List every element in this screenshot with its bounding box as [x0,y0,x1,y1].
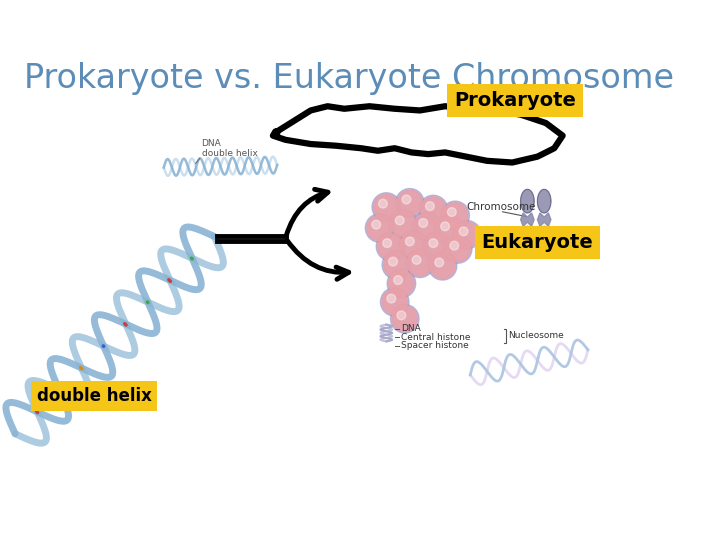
Text: Central histone: Central histone [402,333,471,342]
Circle shape [372,220,381,229]
Circle shape [367,215,392,241]
Circle shape [397,311,406,320]
Circle shape [445,237,470,261]
Circle shape [394,275,402,285]
Circle shape [382,251,410,279]
Text: Prokaryote vs. Eukaryote Chromosome: Prokaryote vs. Eukaryote Chromosome [24,62,673,94]
Circle shape [374,194,399,220]
Circle shape [405,237,414,246]
Text: Eukaryote: Eukaryote [482,233,593,252]
Circle shape [390,305,419,333]
Text: Prokaryote: Prokaryote [454,91,576,110]
Circle shape [399,231,428,259]
Circle shape [412,255,421,265]
Circle shape [380,288,409,316]
Polygon shape [537,190,551,213]
Text: DNA: DNA [402,325,421,333]
Circle shape [372,193,400,221]
Circle shape [389,271,414,296]
Circle shape [435,258,444,267]
Circle shape [443,203,468,228]
Circle shape [436,217,461,242]
Circle shape [392,306,418,332]
Circle shape [450,241,459,250]
Circle shape [384,252,409,278]
Circle shape [383,239,392,247]
Circle shape [454,222,480,247]
Circle shape [441,222,449,231]
Circle shape [420,197,446,222]
Polygon shape [537,213,551,226]
Circle shape [378,234,403,259]
Circle shape [377,232,405,261]
Circle shape [428,252,456,280]
Text: Spacer histone: Spacer histone [402,341,469,350]
Circle shape [387,294,396,303]
Polygon shape [521,190,534,213]
Text: double helix: double helix [37,387,151,405]
Circle shape [365,214,394,242]
Text: Nucleosome: Nucleosome [508,331,564,340]
Circle shape [447,208,456,217]
Circle shape [414,214,439,239]
Circle shape [434,215,463,244]
Circle shape [453,220,481,249]
Circle shape [430,253,455,279]
Circle shape [426,202,434,211]
Circle shape [424,234,449,259]
Circle shape [387,269,415,298]
Circle shape [395,188,424,217]
Circle shape [397,190,423,215]
Text: Chromosome: Chromosome [466,201,536,212]
Polygon shape [521,213,534,226]
Circle shape [395,216,404,225]
Polygon shape [537,226,551,250]
Circle shape [441,201,469,230]
Circle shape [444,235,472,264]
Polygon shape [521,226,534,250]
Circle shape [389,257,397,266]
Text: DNA
double helix: DNA double helix [202,139,258,158]
Circle shape [459,227,468,236]
Circle shape [382,289,408,314]
Circle shape [379,199,387,208]
Circle shape [405,249,434,278]
Circle shape [390,211,415,237]
Circle shape [413,212,441,241]
Circle shape [389,210,418,238]
Circle shape [419,195,448,224]
Circle shape [408,251,433,276]
Circle shape [400,232,426,258]
Circle shape [402,195,411,204]
Circle shape [429,239,438,247]
Circle shape [423,232,451,261]
Circle shape [419,219,428,227]
